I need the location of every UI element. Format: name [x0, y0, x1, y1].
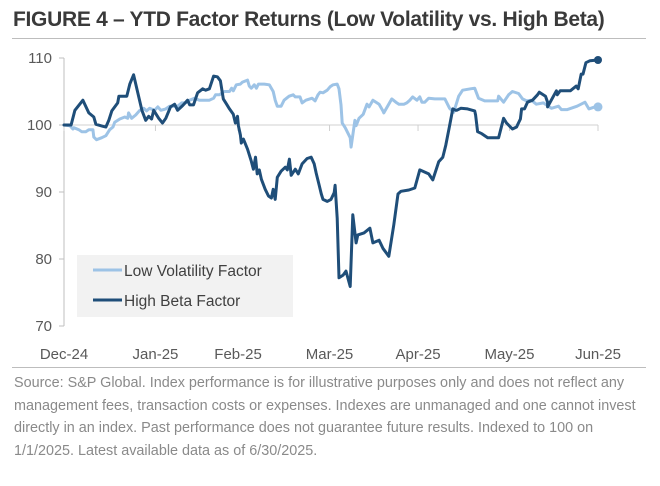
series-end-marker-high-beta-factor	[594, 56, 602, 65]
title-divider	[12, 38, 646, 39]
x-tick-label: Jan-25	[133, 346, 179, 363]
legend-label-low-volatility: Low Volatility Factor	[124, 263, 262, 280]
y-tick-label: 70	[35, 318, 52, 335]
y-tick-label: 100	[27, 117, 52, 134]
series-layer	[62, 56, 603, 288]
series-end-marker-low-volatility-factor	[593, 102, 603, 112]
y-tick-label: 90	[35, 184, 52, 201]
figure-title: FIGURE 4 – YTD Factor Returns (Low Volat…	[13, 8, 605, 31]
y-tick-label: 80	[35, 251, 52, 268]
x-tick-label: Mar-25	[306, 346, 354, 363]
x-tick-label: Dec-24	[40, 346, 88, 363]
source-footnote: Source: S&P Global. Index performance is…	[14, 375, 636, 459]
x-tick-label: Feb-25	[214, 346, 262, 363]
legend: Low Volatility Factor High Beta Factor	[77, 255, 293, 317]
x-tick-label: Jun-25	[575, 346, 621, 363]
series-line-high-beta-factor	[62, 58, 600, 288]
x-tick-label: May-25	[484, 346, 534, 363]
footnote-divider	[12, 367, 646, 368]
line-chart: 70 80 90 100 110 Dec-24 Jan-25 Feb-25 Mar-25 Apr…	[27, 50, 621, 363]
x-tick-label: Apr-25	[396, 346, 441, 363]
y-axis-tick-labels: 70 80 90 100 110	[27, 50, 52, 335]
x-axis-tick-labels: Dec-24 Jan-25 Feb-25 Mar-25 Apr-25 May-25 Jun-…	[40, 346, 621, 363]
y-tick-label: 110	[28, 50, 52, 67]
legend-background	[77, 255, 293, 317]
legend-label-high-beta: High Beta Factor	[124, 293, 240, 310]
